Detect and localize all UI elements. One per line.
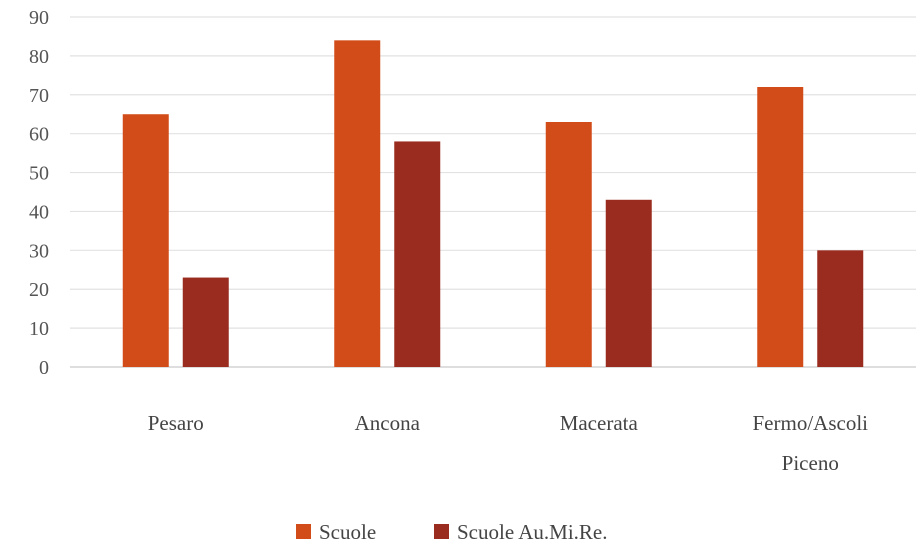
bar-scuole-2 [334, 40, 381, 367]
legend-swatch [296, 524, 311, 539]
bar-scuole-aumire-3 [605, 199, 652, 367]
bars [122, 40, 864, 367]
bar-scuole-4 [757, 87, 804, 367]
x-category-label: Fermo/Ascoli Piceno [753, 411, 869, 475]
y-tick-label: 50 [29, 163, 49, 185]
legend-label: Scuole Au.Mi.Re. [457, 520, 608, 544]
bar-scuole-3 [545, 122, 592, 367]
x-category-label: Pesaro [148, 411, 204, 435]
bar-scuole-aumire-2 [394, 141, 441, 367]
x-axis-category-labels: Pesaro Ancona Macerata Fermo/Ascoli Piceno [148, 411, 868, 475]
x-category-label: Macerata [560, 411, 639, 435]
y-tick-label: 90 [29, 7, 49, 29]
legend-label: Scuole [319, 520, 376, 544]
y-tick-label: 60 [29, 124, 49, 146]
y-tick-label: 80 [29, 46, 49, 68]
legend: Scuole Scuole Au.Mi.Re. [296, 520, 608, 544]
legend-swatch [434, 524, 449, 539]
y-tick-label: 0 [39, 357, 49, 379]
y-tick-label: 20 [29, 279, 49, 301]
y-tick-label: 30 [29, 240, 49, 262]
bar-scuole-1 [122, 114, 169, 367]
bar-scuole-aumire-1 [182, 277, 229, 367]
y-tick-label: 70 [29, 85, 49, 107]
y-tick-label: 40 [29, 201, 49, 223]
y-tick-label: 10 [29, 318, 49, 340]
y-axis-tick-labels: 0 10 20 30 40 50 60 70 80 90 [29, 7, 49, 379]
x-category-label: Ancona [355, 411, 421, 435]
bar-scuole-aumire-4 [817, 250, 864, 367]
